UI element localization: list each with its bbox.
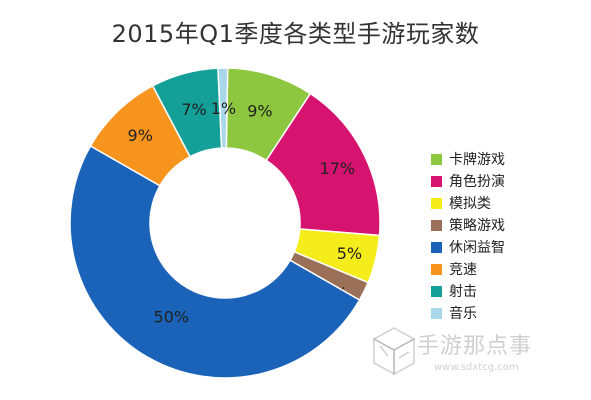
legend-label: 模拟类 <box>449 196 491 212</box>
legend-item-4: 策略游戏 <box>431 214 505 236</box>
legend-item-6: 竞速 <box>431 258 505 280</box>
legend-label: 策略游戏 <box>449 218 505 234</box>
slice-value-label-5: 50% <box>154 308 190 327</box>
legend-item-8: 音乐 <box>431 302 505 324</box>
watermark-cube-icon <box>372 327 416 376</box>
watermark-url: www.sdxtcg.com <box>434 362 519 373</box>
legend-label: 射击 <box>449 284 477 300</box>
watermark-text: 手游那点事 <box>417 334 533 359</box>
legend-swatch <box>431 241 442 253</box>
legend-label: 休闲益智 <box>449 240 505 256</box>
legend-item-3: 模拟类 <box>431 192 505 214</box>
legend-swatch <box>431 285 442 297</box>
legend-label: 角色扮演 <box>449 174 505 190</box>
legend-item-1: 卡牌游戏 <box>431 148 505 170</box>
legend-label: 音乐 <box>449 306 477 322</box>
legend-item-5: 休闲益智 <box>431 236 505 258</box>
donut-slice-5 <box>69 144 361 379</box>
legend-swatch <box>431 175 442 187</box>
legend-label: 卡牌游戏 <box>449 152 505 168</box>
legend-item-2: 角色扮演 <box>431 170 505 192</box>
legend-swatch <box>431 307 442 319</box>
slice-value-label-1: 9% <box>247 101 272 120</box>
chart-legend: 卡牌游戏角色扮演模拟类策略游戏休闲益智竞速射击音乐 <box>431 148 505 324</box>
chart-title: 2015年Q1季度各类型手游玩家数 <box>111 20 480 48</box>
slice-value-label-6: 9% <box>128 126 153 145</box>
slice-value-label-3: 5% <box>337 244 362 263</box>
legend-item-7: 射击 <box>431 280 505 302</box>
slice-value-label-2: 17% <box>320 159 356 178</box>
legend-swatch <box>431 263 442 275</box>
slice-value-label-7: 7% <box>181 100 206 119</box>
legend-swatch <box>431 219 442 231</box>
donut-slice-8 <box>217 67 229 149</box>
legend-label: 竞速 <box>449 262 477 278</box>
legend-swatch <box>431 197 442 209</box>
watermark: 手游那点事 www.sdxtcg.com <box>372 324 572 384</box>
slice-value-label-8: 1% <box>211 99 236 118</box>
legend-swatch <box>431 153 442 165</box>
